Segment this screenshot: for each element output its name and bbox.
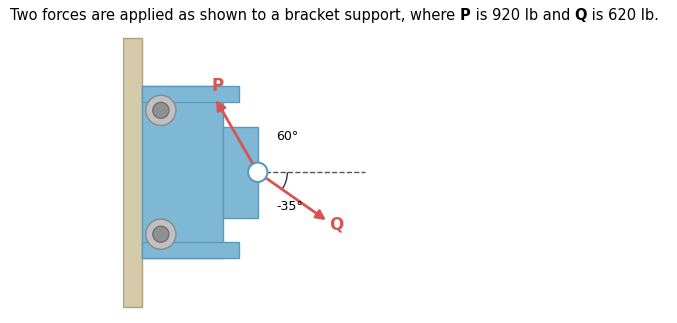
Text: is 920 lb and: is 920 lb and	[471, 8, 575, 23]
Text: is 620 lb.: is 620 lb.	[587, 8, 659, 23]
Text: Q: Q	[575, 8, 587, 23]
Text: -35°: -35°	[277, 200, 303, 213]
Text: P: P	[460, 8, 471, 23]
Circle shape	[146, 95, 176, 125]
Circle shape	[153, 226, 169, 242]
Text: P: P	[211, 77, 223, 95]
Text: 60°: 60°	[277, 130, 299, 143]
Bar	[142, 242, 239, 258]
Bar	[142, 86, 223, 258]
Bar	[142, 86, 239, 102]
Circle shape	[248, 162, 267, 182]
Circle shape	[146, 219, 176, 249]
Bar	[123, 38, 142, 307]
Bar	[223, 127, 258, 218]
Text: Q: Q	[329, 216, 343, 234]
Text: Two forces are applied as shown to a bracket support, where: Two forces are applied as shown to a bra…	[10, 8, 460, 23]
Circle shape	[153, 102, 169, 119]
